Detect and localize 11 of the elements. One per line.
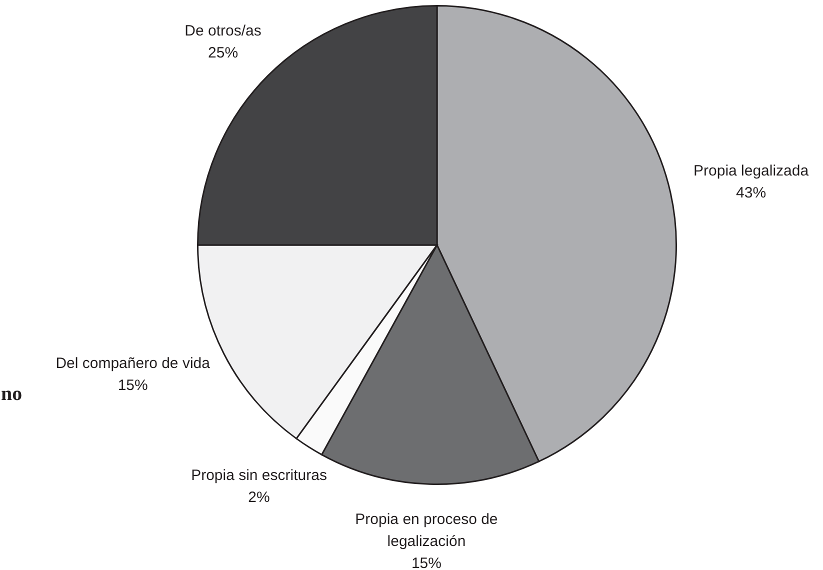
text: no: [1, 383, 22, 405]
data-label: 15%: [118, 377, 148, 394]
slice-label: De otros/as: [184, 22, 262, 40]
data-label: 43%: [736, 184, 766, 202]
data-label: 15%: [411, 555, 442, 570]
slice-label: Propia sin escrituras: [191, 466, 327, 484]
slice-label: Propia legalizada: [694, 162, 810, 180]
slice-label: Propia en proceso de legalización: [355, 511, 498, 550]
data-label: 2%: [248, 488, 270, 506]
data-label: 25%: [208, 44, 238, 62]
slice-label: Del compañero de vida: [56, 355, 211, 372]
